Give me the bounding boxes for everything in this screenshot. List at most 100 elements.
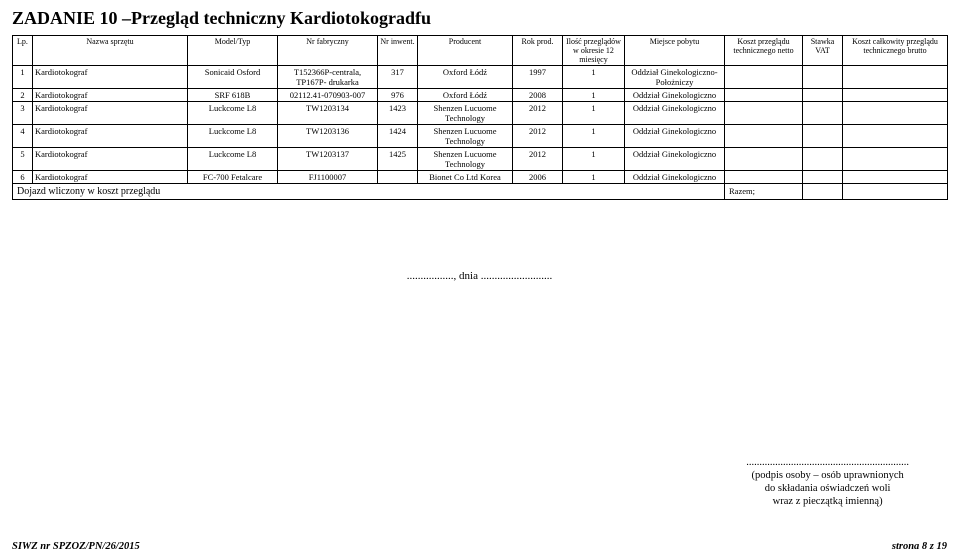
cell-model: Sonicaid Osford bbox=[188, 66, 278, 89]
cell-vat bbox=[803, 125, 843, 148]
cell-miejsce: Oddział Ginekologiczno bbox=[625, 148, 725, 171]
col-nrinw: Nr inwent. bbox=[378, 36, 418, 66]
cell-model: Luckcome L8 bbox=[188, 148, 278, 171]
col-vat: Stawka VAT bbox=[803, 36, 843, 66]
razem-label: Razem; bbox=[725, 184, 803, 200]
col-kosztnetto: Koszt przeglądu technicznego netto bbox=[725, 36, 803, 66]
cell-nrinw: 1425 bbox=[378, 148, 418, 171]
cell-nrfab: TW1203137 bbox=[278, 148, 378, 171]
cell-kosztnetto bbox=[725, 148, 803, 171]
table-row: 3KardiotokografLuckcome L8TW12031341423S… bbox=[13, 102, 948, 125]
table-row: 2KardiotokografSRF 618B02112.41-070903-0… bbox=[13, 89, 948, 102]
cell-vat bbox=[803, 102, 843, 125]
cell-ilosc: 1 bbox=[563, 171, 625, 184]
cell-rok: 2006 bbox=[513, 171, 563, 184]
cell-ilosc: 1 bbox=[563, 102, 625, 125]
razem-empty-1 bbox=[803, 184, 843, 200]
table-row: 5KardiotokografLuckcome L8TW12031371425S… bbox=[13, 148, 948, 171]
cell-nazwa: Kardiotokograf bbox=[33, 125, 188, 148]
cell-lp: 6 bbox=[13, 171, 33, 184]
cell-rok: 2012 bbox=[513, 148, 563, 171]
cell-model: Luckcome L8 bbox=[188, 125, 278, 148]
cell-nazwa: Kardiotokograf bbox=[33, 171, 188, 184]
dojazd-row: Dojazd wliczony w koszt przeglądu Razem; bbox=[13, 184, 948, 200]
col-nazwa: Nazwa sprzętu bbox=[33, 36, 188, 66]
cell-nazwa: Kardiotokograf bbox=[33, 89, 188, 102]
cell-kosztbrutto bbox=[843, 66, 948, 89]
cell-nrfab: FJ1100007 bbox=[278, 171, 378, 184]
table-row: 4KardiotokografLuckcome L8TW12031361424S… bbox=[13, 125, 948, 148]
cell-nazwa: Kardiotokograf bbox=[33, 66, 188, 89]
cell-nrinw: 317 bbox=[378, 66, 418, 89]
cell-rok: 1997 bbox=[513, 66, 563, 89]
cell-nrinw: 1424 bbox=[378, 125, 418, 148]
cell-ilosc: 1 bbox=[563, 66, 625, 89]
col-miejsce: Miejsce pobytu bbox=[625, 36, 725, 66]
table-header-row: Lp. Nazwa sprzętu Model/Typ Nr fabryczny… bbox=[13, 36, 948, 66]
cell-producent: Shenzen Lucuome Technology bbox=[418, 148, 513, 171]
cell-producent: Oxford Łódź bbox=[418, 66, 513, 89]
cell-nazwa: Kardiotokograf bbox=[33, 102, 188, 125]
cell-nrinw bbox=[378, 171, 418, 184]
cell-kosztnetto bbox=[725, 102, 803, 125]
cell-vat bbox=[803, 171, 843, 184]
col-model: Model/Typ bbox=[188, 36, 278, 66]
col-kosztbrutto: Koszt całkowity przeglądu technicznego b… bbox=[843, 36, 948, 66]
cell-kosztnetto bbox=[725, 66, 803, 89]
cell-ilosc: 1 bbox=[563, 125, 625, 148]
cell-kosztnetto bbox=[725, 125, 803, 148]
cell-nrinw: 1423 bbox=[378, 102, 418, 125]
cell-kosztnetto bbox=[725, 89, 803, 102]
cell-rok: 2012 bbox=[513, 125, 563, 148]
equipment-table: Lp. Nazwa sprzętu Model/Typ Nr fabryczny… bbox=[12, 35, 948, 200]
footer-left: SIWZ nr SPZOZ/PN/26/2015 bbox=[12, 541, 140, 552]
cell-lp: 4 bbox=[13, 125, 33, 148]
cell-ilosc: 1 bbox=[563, 148, 625, 171]
cell-kosztbrutto bbox=[843, 171, 948, 184]
cell-kosztbrutto bbox=[843, 89, 948, 102]
cell-nrfab: 02112.41-070903-007 bbox=[278, 89, 378, 102]
dojazd-label: Dojazd wliczony w koszt przeglądu bbox=[13, 184, 725, 200]
page-footer: SIWZ nr SPZOZ/PN/26/2015 strona 8 z 19 bbox=[12, 541, 947, 552]
cell-kosztbrutto bbox=[843, 102, 948, 125]
col-nrfab: Nr fabryczny bbox=[278, 36, 378, 66]
cell-producent: Oxford Łódź bbox=[418, 89, 513, 102]
cell-ilosc: 1 bbox=[563, 89, 625, 102]
cell-nazwa: Kardiotokograf bbox=[33, 148, 188, 171]
cell-kosztnetto bbox=[725, 171, 803, 184]
cell-kosztbrutto bbox=[843, 148, 948, 171]
signature-block: ........................................… bbox=[746, 456, 909, 509]
page-title: ZADANIE 10 –Przegląd techniczny Kardioto… bbox=[12, 8, 947, 29]
cell-miejsce: Oddział Ginekologiczno bbox=[625, 89, 725, 102]
cell-nrinw: 976 bbox=[378, 89, 418, 102]
cell-model: SRF 618B bbox=[188, 89, 278, 102]
col-lp: Lp. bbox=[13, 36, 33, 66]
footer-page: strona 8 z 19 bbox=[892, 541, 947, 552]
col-ilosc: Ilość przeglądów w okresie 12 miesięcy bbox=[563, 36, 625, 66]
cell-lp: 3 bbox=[13, 102, 33, 125]
cell-nrfab: TW1203136 bbox=[278, 125, 378, 148]
cell-miejsce: Oddział Ginekologiczno bbox=[625, 102, 725, 125]
cell-miejsce: Oddział Ginekologiczno bbox=[625, 125, 725, 148]
cell-model: FC-700 Fetalcare bbox=[188, 171, 278, 184]
cell-lp: 1 bbox=[13, 66, 33, 89]
col-rok: Rok prod. bbox=[513, 36, 563, 66]
signature-line-2: do składania oświadczeń woli bbox=[746, 482, 909, 495]
cell-lp: 5 bbox=[13, 148, 33, 171]
cell-miejsce: Oddział Ginekologiczno-Położniczy bbox=[625, 66, 725, 89]
razem-empty-2 bbox=[843, 184, 948, 200]
cell-vat bbox=[803, 148, 843, 171]
cell-vat bbox=[803, 89, 843, 102]
table-row: 1KardiotokografSonicaid OsfordT152366P-c… bbox=[13, 66, 948, 89]
cell-producent: Shenzen Lucuome Technology bbox=[418, 102, 513, 125]
cell-kosztbrutto bbox=[843, 125, 948, 148]
signature-line-1: (podpis osoby – osób uprawnionych bbox=[746, 469, 909, 482]
col-producent: Producent bbox=[418, 36, 513, 66]
cell-model: Luckcome L8 bbox=[188, 102, 278, 125]
cell-producent: Shenzen Lucuome Technology bbox=[418, 125, 513, 148]
cell-producent: Bionet Co Ltd Korea bbox=[418, 171, 513, 184]
cell-nrfab: TW1203134 bbox=[278, 102, 378, 125]
cell-rok: 2008 bbox=[513, 89, 563, 102]
cell-rok: 2012 bbox=[513, 102, 563, 125]
signature-dots: ........................................… bbox=[746, 456, 909, 469]
